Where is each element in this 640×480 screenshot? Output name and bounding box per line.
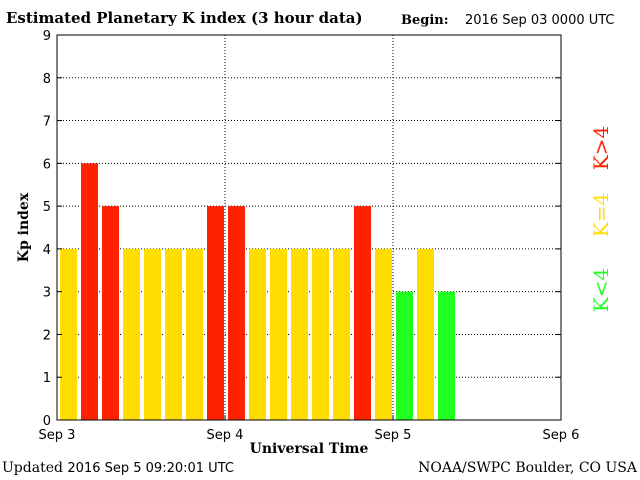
begin-label: Begin:	[401, 13, 449, 28]
y-tick-label: 6	[43, 157, 51, 172]
kp-bar	[249, 248, 266, 420]
legend-item: K=4	[589, 193, 613, 237]
x-tick-label: Sep 6	[543, 428, 580, 443]
kp-bar	[186, 248, 203, 420]
x-axis-title: Universal Time	[250, 441, 369, 457]
begin-value: 2016 Sep 03 0000 UTC	[465, 13, 615, 28]
organization-credit: NOAA/SWPC Boulder, CO USA	[418, 460, 637, 476]
y-tick-label: 2	[43, 328, 51, 343]
kp-bar	[228, 206, 245, 420]
kp-bar	[102, 206, 119, 420]
kp-bar	[438, 291, 455, 420]
x-tick-label: Sep 4	[207, 428, 244, 443]
kp-bar	[333, 248, 350, 420]
kp-bar	[375, 248, 392, 420]
x-tick-label: Sep 5	[375, 428, 412, 443]
kp-bar	[312, 248, 329, 420]
y-tick-label: 9	[43, 29, 51, 44]
y-tick-label: 8	[43, 72, 51, 87]
kp-bar	[81, 163, 98, 421]
plot-frame	[56, 34, 562, 421]
y-tick-label: 1	[43, 371, 51, 386]
updated-label: Updated	[2, 460, 63, 476]
x-tick-label: Sep 3	[39, 428, 76, 443]
kp-bar	[396, 291, 413, 420]
legend: K<4 K=4 K>4	[589, 126, 613, 312]
legend-item: K<4	[589, 268, 613, 312]
chart-title: Estimated Planetary K index (3 hour data…	[6, 9, 363, 27]
grid-lines	[57, 35, 561, 420]
kp-bar	[270, 248, 287, 420]
kp-bar	[207, 206, 224, 420]
kp-bar	[291, 248, 308, 420]
kp-bar	[144, 248, 161, 420]
kp-bar	[60, 248, 77, 420]
kp-bar	[165, 248, 182, 420]
kp-bar	[417, 248, 434, 420]
kp-bar	[354, 206, 371, 420]
y-tick-label: 3	[43, 286, 51, 301]
updated-value: 2016 Sep 5 09:20:01 UTC	[67, 461, 234, 476]
y-tick-label: 4	[43, 243, 51, 258]
updated-timestamp: Updated 2016 Sep 5 09:20:01 UTC	[2, 460, 234, 476]
x-axis-ticks: Sep 3 Sep 4 Sep 5 Sep 6	[39, 415, 580, 443]
y-tick-label: 5	[43, 200, 51, 215]
legend-item: K>4	[589, 126, 613, 170]
y-axis-title: Kp index	[16, 192, 32, 262]
y-tick-label: 7	[43, 115, 51, 130]
y-axis-ticks: 0 1 2 3 4 5 6 7 8 9	[43, 29, 561, 429]
bars	[60, 163, 455, 421]
y-tick-label: 0	[43, 414, 51, 429]
kp-bar	[123, 248, 140, 420]
